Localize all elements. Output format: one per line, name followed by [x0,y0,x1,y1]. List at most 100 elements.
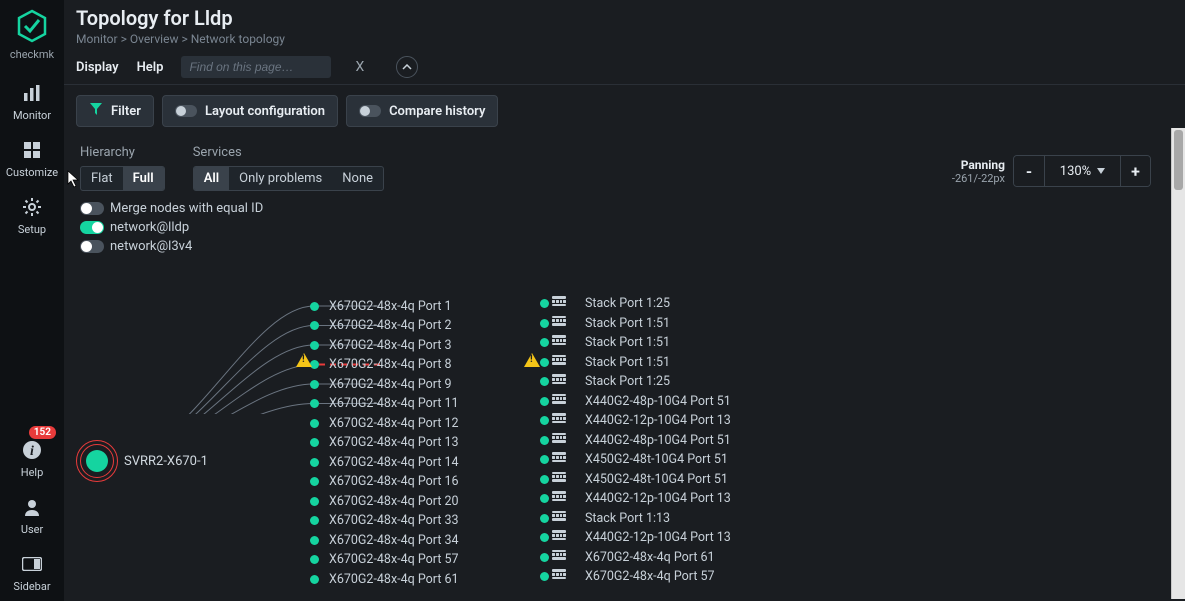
port-dot [310,419,319,428]
sidebar-item-help[interactable]: i 152 Help [0,430,64,487]
sidebar-item-monitor[interactable]: Monitor [0,73,64,130]
menu-help[interactable]: Help [137,60,164,75]
port-left[interactable]: X670G2-48x-4q Port 9 [310,374,452,394]
host-node[interactable]: SVRR2-X670-1 [80,444,208,478]
page-title: Topology for Lldp [76,6,1173,30]
user-icon [20,495,44,519]
funnel-icon [89,102,103,120]
chevron-up-icon[interactable] [396,56,418,78]
svc-all[interactable]: All [194,167,229,190]
switch-network-lldp[interactable] [80,221,104,234]
port-left[interactable]: X670G2-48x-4q Port 8 [310,355,452,375]
svc-problems[interactable]: Only problems [229,167,332,190]
port-dot [540,319,549,328]
port-right[interactable]: X440G2-48p-10G4 Port 51 [540,433,731,448]
port-left[interactable]: X670G2-48x-4q Port 2 [310,316,452,336]
clear-search[interactable]: X [349,59,370,75]
port-left[interactable]: X670G2-48x-4q Port 33 [310,511,459,531]
port-right[interactable]: X440G2-12p-10G4 Port 13 [540,491,731,506]
port-label: X670G2-48x-4q Port 13 [329,435,459,450]
port-left[interactable]: X670G2-48x-4q Port 3 [310,335,452,355]
switch-label: network@lldp [110,220,189,235]
zoom-level-select[interactable]: 130% [1044,156,1120,186]
port-left[interactable]: X670G2-48x-4q Port 14 [310,452,459,472]
topology-canvas[interactable]: SVRR2-X670-1 X670G2-48x-4q Port 1 Stack P… [80,264,1169,601]
port-right[interactable]: X440G2-48p-10G4 Port 51 [540,394,731,409]
filter-button[interactable]: Filter [76,95,154,127]
hier-full[interactable]: Full [123,167,164,190]
sidebar-item-label: Help [21,466,44,479]
zoom-panel: Panning -261/-22px - 130% + [952,155,1151,187]
port-label: X440G2-48p-10G4 Port 51 [585,394,731,409]
switch-network-l3v4[interactable] [80,240,104,253]
button-label: Layout configuration [205,104,325,119]
compare-history-button[interactable]: Compare history [346,95,498,127]
port-right[interactable]: X440G2-12p-10G4 Port 13 [540,530,731,545]
services-group: Services All Only problems None [193,145,384,191]
port-label: X670G2-48x-4q Port 20 [329,494,459,509]
zoom-controls: - 130% + [1013,155,1151,187]
port-left[interactable]: X670G2-48x-4q Port 13 [310,433,459,453]
sidebar-item-customize[interactable]: Customize [0,130,64,187]
port-dot [310,477,319,486]
search-input[interactable] [181,56,331,78]
port-label: X440G2-12p-10G4 Port 13 [585,413,731,428]
port-label: X670G2-48x-4q Port 57 [329,552,459,567]
port-right[interactable]: X670G2-48x-4q Port 61 [540,550,715,565]
zoom-out-button[interactable]: - [1014,156,1044,186]
port-left[interactable]: X670G2-48x-4q Port 12 [310,413,459,433]
port-left[interactable]: X670G2-48x-4q Port 57 [310,550,459,570]
device-icon [552,335,566,345]
sidebar-item-user[interactable]: User [0,487,64,544]
sidebar-item-setup[interactable]: Setup [0,187,64,244]
port-dot [310,555,319,564]
menu-display[interactable]: Display [76,60,119,75]
port-left[interactable]: X670G2-48x-4q Port 11 [310,394,459,414]
port-right[interactable]: X440G2-12p-10G4 Port 13 [540,413,731,428]
scrollbar[interactable] [1171,128,1185,599]
host-label: SVRR2-X670-1 [124,454,208,469]
hier-flat[interactable]: Flat [81,167,123,190]
layout-config-button[interactable]: Layout configuration [162,95,338,127]
breadcrumb-item[interactable]: Network topology [191,32,285,46]
device-icon [552,394,566,404]
breadcrumb-item[interactable]: Overview [130,32,179,46]
services-segmented: All Only problems None [193,166,384,191]
device-icon [552,374,566,384]
sidebar-item-label: Customize [6,166,58,179]
svc-none[interactable]: None [332,167,383,190]
info-icon: i [20,438,44,462]
port-label: Stack Port 1:25 [585,374,670,389]
port-left[interactable]: X670G2-48x-4q Port 1 [310,296,452,316]
port-left[interactable]: X670G2-48x-4q Port 34 [310,530,459,550]
sidebar-item-sidebar[interactable]: Sidebar [0,544,64,601]
port-dot [540,416,549,425]
device-icon [552,296,566,306]
port-label: X670G2-48x-4q Port 61 [329,572,459,587]
port-dot [540,455,549,464]
scrollbar-thumb[interactable] [1174,130,1183,190]
port-label: X670G2-48x-4q Port 61 [585,550,715,565]
sidebar-item-label: Sidebar [13,580,50,593]
port-left[interactable]: X670G2-48x-4q Port 16 [310,472,459,492]
port-right[interactable]: X670G2-48x-4q Port 57 [540,569,715,584]
filter-title: Services [193,145,384,160]
zoom-in-button[interactable]: + [1120,156,1150,186]
port-left[interactable]: X670G2-48x-4q Port 20 [310,491,459,511]
button-label: Filter [111,104,141,119]
port-dot [310,341,319,350]
port-right[interactable]: X450G2-48t-10G4 Port 51 [540,452,728,467]
sidebar: checkmk Monitor Customize Setup i 152 [0,0,64,601]
port-dot [540,514,549,523]
device-icon [552,355,566,365]
device-icon [552,472,566,482]
breadcrumb-item[interactable]: Monitor [76,32,118,46]
device-icon [552,413,566,423]
switch-merge-nodes[interactable] [80,202,104,215]
grid-icon [20,138,44,162]
port-left[interactable]: X670G2-48x-4q Port 61 [310,569,459,589]
port-right[interactable]: X450G2-48t-10G4 Port 51 [540,472,728,487]
device-icon [552,569,566,579]
panning-info: Panning -261/-22px [952,158,1005,185]
port-label: X670G2-48x-4q Port 33 [329,513,459,528]
